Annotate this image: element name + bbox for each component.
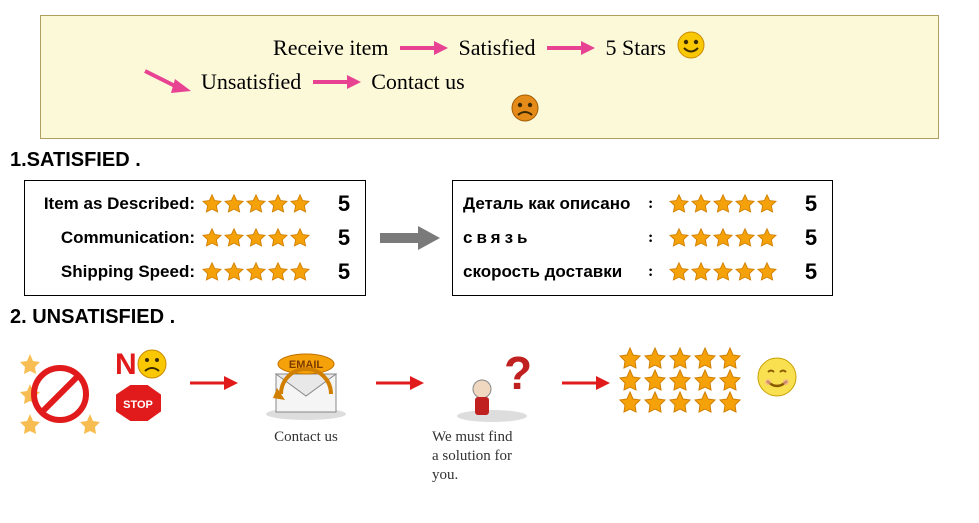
rating-label: скорость доставки (463, 262, 648, 282)
star-icon (734, 227, 756, 249)
red-arrow-icon (560, 374, 610, 392)
flow-satisfied: Satisfied (458, 35, 535, 61)
question-icon: ? (442, 344, 542, 424)
arrow-pink-diag-icon (141, 67, 191, 97)
email-icon: EMAIL (251, 344, 361, 424)
star-icon (668, 227, 690, 249)
flow-contactus: Contact us (371, 69, 465, 95)
star-icon (267, 193, 289, 215)
flow-unsatisfied: Unsatisfied (201, 69, 301, 95)
star-icon (690, 227, 712, 249)
star-icon (668, 193, 690, 215)
no-rating-step: N STOP (20, 344, 180, 439)
stars-group (668, 193, 778, 215)
star-icon (223, 227, 245, 249)
solution-caption: We must find a solution for you. (432, 428, 552, 484)
stop-text: STOP (123, 399, 153, 411)
no-letter: N (115, 348, 137, 381)
flow-receive: Receive item (273, 35, 388, 61)
colon: : (648, 195, 662, 213)
flow-sad-face-row (41, 93, 938, 128)
smile-face-icon (756, 356, 798, 403)
star-icon (289, 227, 311, 249)
happy-face-icon (676, 30, 706, 65)
star-icon (289, 193, 311, 215)
star-icon (756, 193, 778, 215)
red-arrow-icon (188, 374, 238, 392)
flow-row-satisfied: Receive item Satisfied 5 Stars (41, 30, 938, 65)
star-icon (690, 261, 712, 283)
star-icon (734, 261, 756, 283)
stars-group (668, 227, 778, 249)
colon: : (648, 263, 662, 281)
section2-heading: 2. UNSATISFIED . (10, 306, 979, 329)
star-icon (712, 261, 734, 283)
arrow-pink-icon (311, 73, 361, 91)
star-icon (245, 193, 267, 215)
stars-group (668, 261, 778, 283)
contact-caption: Contact us (246, 428, 366, 447)
rating-label: Communication: (35, 228, 195, 248)
rating-row: Communication: 5 (35, 221, 355, 255)
colon: : (648, 229, 662, 247)
stars-group (201, 227, 311, 249)
star-icon (289, 261, 311, 283)
star-icon (756, 261, 778, 283)
star-icon (201, 227, 223, 249)
rating-row: Item as Described: 5 (35, 187, 355, 221)
feedback-flow-box: Receive item Satisfied 5 Stars Unsatisfi… (40, 15, 939, 139)
star-icon (690, 193, 712, 215)
star-icon (756, 227, 778, 249)
rating-row: Деталь как описано : 5 (463, 187, 822, 221)
star-icon (712, 193, 734, 215)
rating-label: Деталь как описано (463, 194, 648, 214)
rating-box-left: Item as Described: 5 Communication: 5 (24, 180, 366, 296)
final-stars-step (618, 344, 798, 414)
gray-arrow-icon (378, 224, 440, 252)
rating-row: Shipping Speed: 5 (35, 255, 355, 289)
ratings-wrap: Item as Described: 5 Communication: 5 (24, 180, 979, 296)
question-step: ? We must find a solution for you. (432, 344, 552, 484)
section1-heading: 1.SATISFIED . (10, 149, 979, 172)
arrow-pink-icon (545, 39, 595, 57)
star-icon (223, 261, 245, 283)
rating-value: 5 (800, 225, 822, 251)
rating-row: скорость доставки : 5 (463, 255, 822, 289)
arrow-pink-icon (398, 39, 448, 57)
stars-group (201, 193, 311, 215)
flow-5stars: 5 Stars (605, 35, 666, 61)
rating-value: 5 (333, 225, 355, 251)
sad-face-icon (510, 93, 540, 128)
rating-label: Shipping Speed: (35, 262, 195, 282)
rating-value: 5 (333, 191, 355, 217)
star-icon (734, 193, 756, 215)
rating-row: связь : 5 (463, 221, 822, 255)
rating-value: 5 (333, 259, 355, 285)
star-icon (223, 193, 245, 215)
star-icon (245, 261, 267, 283)
email-step: EMAIL Contact us (246, 344, 366, 447)
star-icon (201, 261, 223, 283)
rating-label: Item as Described: (35, 194, 195, 214)
star-icon (245, 227, 267, 249)
stars-group (201, 261, 311, 283)
star-icon (267, 261, 289, 283)
svg-text:?: ? (504, 347, 532, 399)
rating-value: 5 (800, 259, 822, 285)
rating-value: 5 (800, 191, 822, 217)
star-icon (201, 193, 223, 215)
red-arrow-icon (374, 374, 424, 392)
rating-label: связь (463, 228, 648, 248)
star-icon (712, 227, 734, 249)
unsatisfied-flow: N STOP EMAIL Contact us (20, 344, 979, 484)
no-rating-graphic: N STOP (20, 344, 180, 439)
stars-grid-icon (618, 344, 748, 414)
star-icon (668, 261, 690, 283)
star-icon (267, 227, 289, 249)
rating-box-right: Деталь как описано : 5 связь : 5 (452, 180, 833, 296)
